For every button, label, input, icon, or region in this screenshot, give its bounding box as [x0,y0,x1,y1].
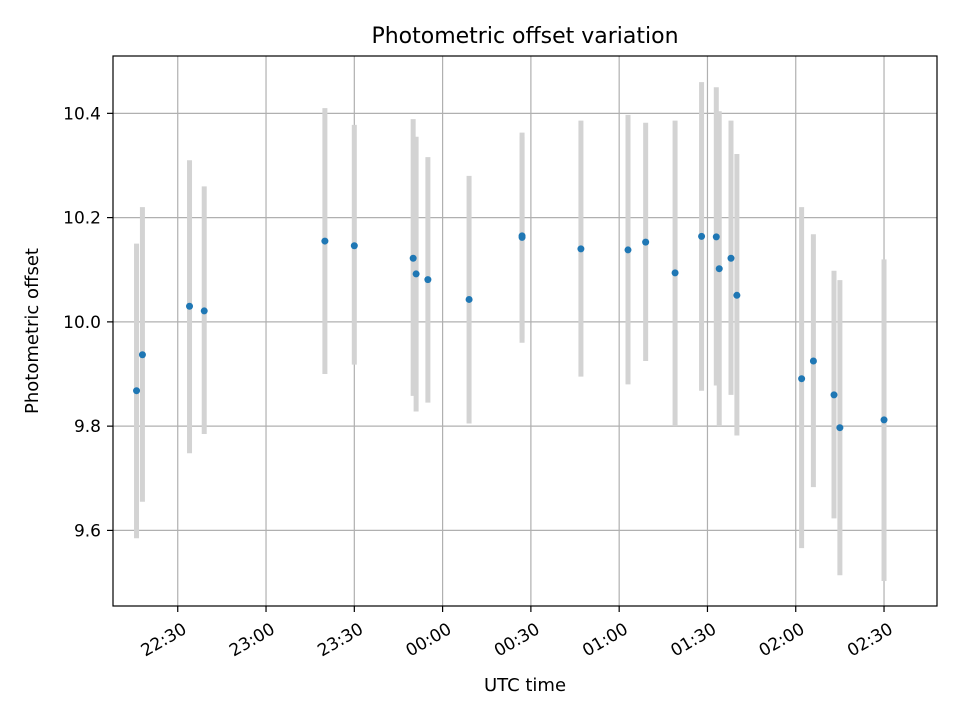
data-point [465,295,473,303]
y-tick-label: 9.6 [74,521,101,541]
data-point [577,245,585,253]
data-point [830,391,838,399]
data-point [836,424,844,432]
data-point [624,246,632,254]
y-tick-label: 10.0 [63,313,101,333]
data-point [138,351,146,359]
data-point [412,270,420,278]
data-point [642,238,650,246]
data-point [409,254,417,262]
data-point [350,242,358,250]
data-point [200,307,208,315]
data-point [880,416,888,424]
data-point [186,302,194,310]
data-point [321,237,329,245]
data-point [809,357,817,365]
data-point [733,291,741,299]
data-points [133,232,888,432]
data-point [715,265,723,273]
plot-area-frame [112,55,938,607]
chart-title: Photometric offset variation [371,24,678,49]
data-point [518,233,526,241]
data-point [727,254,735,262]
x-axis-label: UTC time [484,675,566,696]
y-tick-label: 10.2 [63,209,101,229]
data-point [133,387,141,395]
data-point [424,276,432,284]
y-tick-label: 10.4 [63,104,101,124]
data-point [712,233,720,241]
y-tick-label: 9.8 [74,417,101,437]
data-point [671,269,679,277]
data-point [798,375,806,383]
y-axis-label: Photometric offset [22,248,43,414]
data-point [698,232,706,240]
